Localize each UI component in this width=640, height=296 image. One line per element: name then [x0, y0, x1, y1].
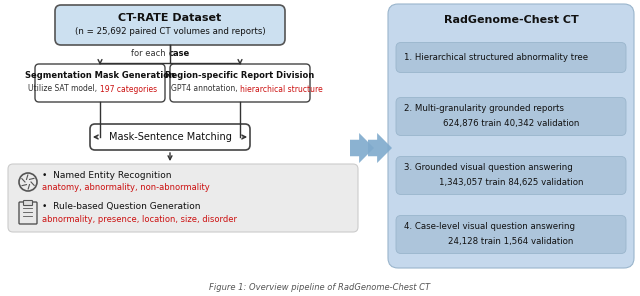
Text: 1,343,057 train 84,625 validation: 1,343,057 train 84,625 validation: [439, 178, 583, 187]
Text: case: case: [169, 49, 190, 57]
FancyBboxPatch shape: [90, 124, 250, 150]
Text: 3. Grounded visual question answering: 3. Grounded visual question answering: [404, 163, 573, 172]
FancyBboxPatch shape: [396, 157, 626, 194]
Text: 2. Multi-granularity grounded reports: 2. Multi-granularity grounded reports: [404, 104, 564, 113]
Text: abnormality, presence, location, size, disorder: abnormality, presence, location, size, d…: [42, 215, 237, 224]
FancyBboxPatch shape: [19, 202, 37, 224]
Text: Mask-Sentence Matching: Mask-Sentence Matching: [109, 132, 232, 142]
FancyBboxPatch shape: [396, 97, 626, 136]
Text: 24,128 train 1,564 validation: 24,128 train 1,564 validation: [448, 237, 573, 246]
Text: CT-RATE Dataset: CT-RATE Dataset: [118, 13, 221, 23]
Text: Utilize SAT model,: Utilize SAT model,: [29, 84, 100, 94]
Text: •  Named Entity Recognition: • Named Entity Recognition: [42, 170, 172, 179]
FancyBboxPatch shape: [35, 64, 165, 102]
FancyBboxPatch shape: [396, 43, 626, 73]
Text: 4. Case-level visual question answering: 4. Case-level visual question answering: [404, 222, 575, 231]
Text: Figure 1: Overview pipeline of RadGenome-Chest CT: Figure 1: Overview pipeline of RadGenome…: [209, 282, 431, 292]
FancyBboxPatch shape: [24, 200, 33, 205]
Text: Region-specific Report Division: Region-specific Report Division: [165, 72, 315, 81]
FancyBboxPatch shape: [8, 164, 358, 232]
FancyBboxPatch shape: [170, 64, 310, 102]
FancyBboxPatch shape: [388, 4, 634, 268]
Text: (n = 25,692 paired CT volumes and reports): (n = 25,692 paired CT volumes and report…: [75, 28, 266, 36]
Text: 1. Hierarchical structured abnormality tree: 1. Hierarchical structured abnormality t…: [404, 53, 588, 62]
FancyBboxPatch shape: [396, 215, 626, 253]
Text: •  Rule-based Question Generation: • Rule-based Question Generation: [42, 202, 200, 212]
FancyBboxPatch shape: [55, 5, 285, 45]
Text: 624,876 train 40,342 validation: 624,876 train 40,342 validation: [443, 119, 579, 128]
Text: 197 categories: 197 categories: [100, 84, 157, 94]
Text: for each: for each: [131, 49, 168, 57]
Text: GPT4 annotation,: GPT4 annotation,: [171, 84, 240, 94]
Polygon shape: [368, 133, 392, 163]
Text: Segmentation Mask Generation: Segmentation Mask Generation: [25, 72, 175, 81]
Polygon shape: [350, 133, 374, 163]
Text: RadGenome-Chest CT: RadGenome-Chest CT: [444, 15, 579, 25]
Text: hierarchical structure: hierarchical structure: [241, 84, 323, 94]
Text: anatomy, abnormality, non-abnormality: anatomy, abnormality, non-abnormality: [42, 184, 210, 192]
